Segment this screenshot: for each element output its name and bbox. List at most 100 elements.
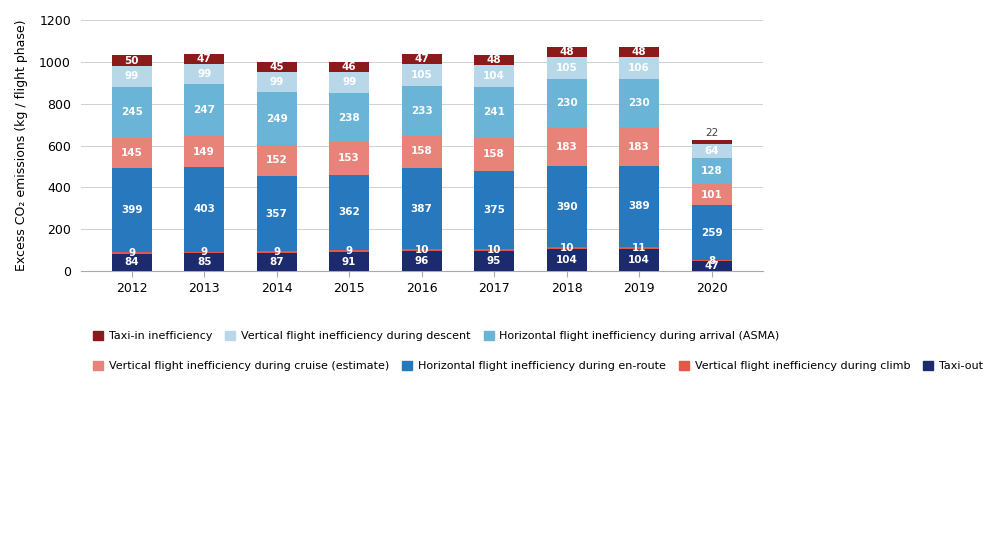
Text: 8: 8 (708, 255, 715, 265)
Bar (691, 184, 732, 206)
Text: 230: 230 (628, 98, 650, 108)
Bar (691, 144, 732, 158)
Bar (184, 84, 224, 136)
Bar (329, 72, 369, 93)
Bar (184, 252, 224, 253)
Bar (329, 62, 369, 72)
Text: 45: 45 (269, 62, 284, 72)
Bar (257, 92, 296, 144)
Text: 357: 357 (266, 209, 288, 219)
Text: 46: 46 (342, 62, 357, 72)
Bar (402, 168, 441, 249)
Text: 105: 105 (556, 63, 577, 73)
Text: 99: 99 (342, 77, 357, 87)
Text: 47: 47 (197, 54, 212, 63)
Bar (184, 167, 224, 252)
Bar (474, 171, 514, 249)
Text: 48: 48 (631, 47, 646, 57)
Text: 48: 48 (487, 55, 501, 66)
Bar (257, 253, 296, 271)
Bar (111, 254, 152, 271)
Text: 403: 403 (193, 204, 215, 214)
Bar (257, 62, 296, 72)
Bar (257, 251, 296, 253)
Text: 91: 91 (342, 257, 357, 266)
Text: 158: 158 (411, 147, 432, 157)
Bar (184, 54, 224, 63)
Bar (547, 57, 587, 79)
Bar (402, 135, 441, 168)
Text: 95: 95 (487, 256, 501, 266)
Text: 106: 106 (628, 63, 650, 73)
Text: 99: 99 (270, 77, 284, 87)
Text: 104: 104 (628, 255, 650, 265)
Text: 249: 249 (266, 114, 288, 124)
Bar (691, 158, 732, 184)
Bar (474, 55, 514, 66)
Text: 104: 104 (484, 71, 505, 82)
Bar (257, 176, 296, 251)
Text: 47: 47 (415, 54, 429, 64)
Text: 247: 247 (193, 105, 215, 115)
Text: 47: 47 (704, 261, 719, 271)
Bar (474, 249, 514, 252)
Text: 99: 99 (197, 69, 211, 79)
Text: 64: 64 (704, 146, 719, 156)
Text: 105: 105 (411, 70, 432, 80)
Text: 48: 48 (559, 47, 574, 57)
Bar (620, 127, 659, 166)
Bar (329, 174, 369, 251)
Bar (111, 66, 152, 86)
Text: 99: 99 (124, 71, 139, 81)
Text: 183: 183 (556, 142, 577, 151)
Bar (329, 93, 369, 142)
Bar (620, 249, 659, 271)
Text: 22: 22 (705, 128, 718, 138)
Bar (547, 166, 587, 247)
Bar (329, 251, 369, 252)
Bar (402, 54, 441, 64)
Text: 149: 149 (193, 147, 215, 157)
Text: 145: 145 (121, 148, 143, 158)
Text: 50: 50 (124, 55, 139, 66)
Bar (111, 55, 152, 66)
Bar (184, 253, 224, 271)
Bar (111, 86, 152, 138)
Text: 9: 9 (273, 247, 280, 257)
Bar (547, 47, 587, 57)
Bar (474, 252, 514, 271)
Text: 233: 233 (411, 106, 432, 116)
Bar (474, 87, 514, 138)
Bar (620, 47, 659, 57)
Text: 9: 9 (201, 247, 208, 257)
Text: 85: 85 (197, 257, 212, 268)
Bar (691, 206, 732, 260)
Text: 399: 399 (121, 205, 143, 215)
Text: 152: 152 (266, 156, 288, 165)
Bar (402, 64, 441, 86)
Text: 183: 183 (628, 142, 650, 151)
Text: 10: 10 (415, 245, 428, 255)
Bar (184, 136, 224, 167)
Bar (547, 127, 587, 166)
Bar (111, 168, 152, 252)
Bar (184, 63, 224, 84)
Bar (257, 144, 296, 176)
Text: 84: 84 (124, 257, 139, 268)
Bar (547, 79, 587, 127)
Text: 158: 158 (484, 149, 505, 159)
Y-axis label: Excess CO₂ emissions (kg / flight phase): Excess CO₂ emissions (kg / flight phase) (15, 20, 28, 271)
Text: 259: 259 (701, 228, 722, 238)
Text: 10: 10 (487, 245, 501, 255)
Bar (620, 57, 659, 79)
Text: 153: 153 (338, 154, 361, 164)
Bar (620, 79, 659, 127)
Text: 128: 128 (700, 166, 723, 176)
Text: 230: 230 (556, 98, 577, 108)
Text: 390: 390 (556, 201, 577, 212)
Bar (329, 252, 369, 271)
Bar (111, 252, 152, 254)
Bar (691, 261, 732, 271)
Bar (402, 86, 441, 135)
Text: 96: 96 (415, 256, 428, 266)
